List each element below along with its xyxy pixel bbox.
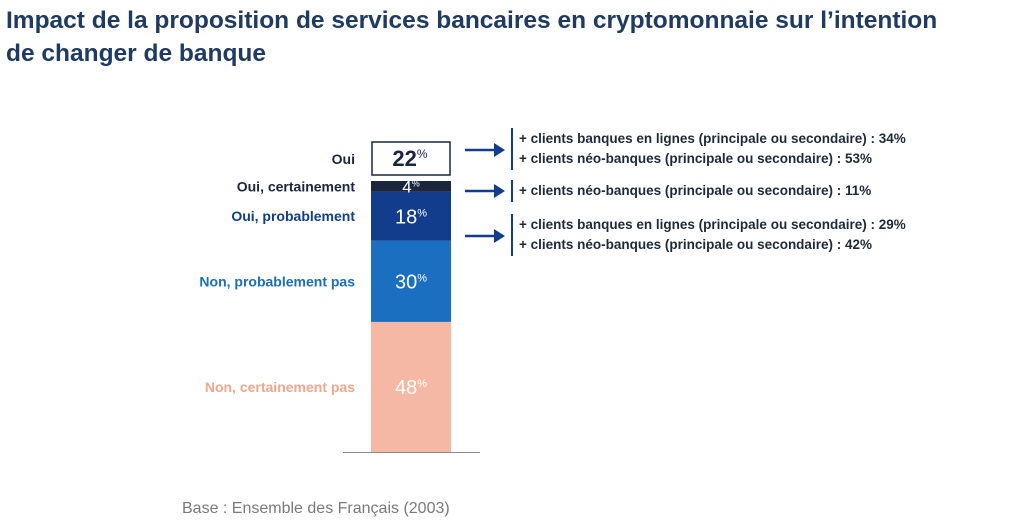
annotation-oui-line-1: + clients banques en lignes (principale …	[519, 131, 906, 146]
total-oui-box	[371, 141, 451, 176]
data-label-non-certainement-pas: 48%	[395, 377, 427, 399]
annotation-oui-probablement-line-1: + clients banques en lignes (principale …	[519, 217, 906, 232]
data-label-oui-probablement: 18%	[395, 206, 427, 228]
category-label-non-certainement-pas: Non, certainement pas	[205, 379, 355, 395]
total-oui-label: Oui	[332, 151, 355, 167]
bar-segment-oui-probablement	[371, 191, 451, 241]
arrow-head-oui-probablement	[494, 229, 505, 243]
annotation-oui-certainement-line-1: + clients néo-banques (principale ou sec…	[519, 183, 872, 198]
chart-title: Impact de la proposition de services ban…	[6, 4, 1016, 70]
bar-segment-oui-certainement	[371, 181, 451, 192]
data-label-non-probablement-pas: 30%	[395, 271, 427, 293]
arrow-head-oui	[494, 143, 505, 157]
title-line-2: de changer de banque	[6, 40, 267, 67]
category-label-oui-probablement: Oui, probablement	[231, 208, 355, 224]
base-note: Base : Ensemble des Français (2003)	[182, 500, 450, 517]
data-label-oui-certainement: 4%	[402, 178, 419, 197]
bar-segment-non-probablement-pas	[371, 240, 451, 322]
category-label-non-probablement-pas: Non, probablement pas	[199, 273, 355, 289]
title-line-1: Impact de la proposition de services ban…	[6, 7, 938, 34]
arrow-head-oui-certainement	[494, 184, 505, 198]
annotation-oui-line-2: + clients néo-banques (principale ou sec…	[519, 151, 872, 166]
bar-segment-non-certainement-pas	[371, 321, 451, 452]
category-label-oui-certainement: Oui, certainement	[237, 178, 356, 194]
annotation-oui-probablement-line-2: + clients néo-banques (principale ou sec…	[519, 237, 872, 252]
total-oui-value: 22%	[392, 146, 427, 171]
